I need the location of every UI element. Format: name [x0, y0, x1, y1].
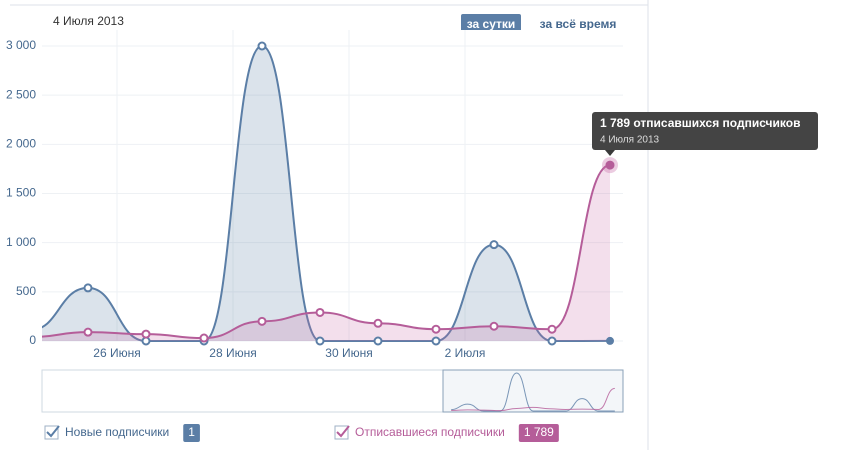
y-tick-label: 500	[16, 284, 36, 298]
y-tick-label: 3 000	[6, 38, 36, 52]
x-tick-label: 26 Июня	[93, 346, 140, 360]
x-tick-label: 28 Июня	[209, 346, 256, 360]
y-tick-label: 2 500	[6, 87, 36, 101]
plot	[42, 30, 623, 346]
legend: Новые подписчики 1 Отписавшиеся подписчики…	[44, 424, 559, 442]
y-tick-label: 1 500	[6, 186, 36, 200]
legend-badge	[518, 424, 559, 442]
y-tick-label: 2 000	[6, 137, 36, 151]
tooltip-date: 4 Июля 2013	[600, 135, 660, 146]
y-tick-label: 0	[29, 333, 36, 347]
x-tick-label: 30 Июня	[325, 346, 372, 360]
tooltip-arrow	[605, 150, 615, 156]
all-time-button[interactable]: за всё время	[540, 17, 617, 31]
navigator-window[interactable]	[442, 369, 624, 413]
point	[547, 324, 557, 334]
point	[83, 327, 93, 337]
point	[605, 160, 615, 170]
point	[489, 321, 499, 331]
day-button-label[interactable]: за сутки	[467, 17, 516, 31]
plot-area	[42, 30, 623, 342]
point	[431, 324, 441, 334]
point	[547, 336, 557, 346]
tooltip-box	[592, 112, 818, 150]
navigator-lines	[451, 372, 615, 412]
legend-badge-value: 1	[188, 425, 195, 439]
point	[373, 336, 383, 346]
point	[315, 307, 325, 317]
point	[257, 316, 267, 326]
tooltip: 1 789 отписавшихся подписчиков 4 Июля 201…	[592, 112, 818, 156]
legend-check	[46, 425, 60, 438]
point	[373, 318, 383, 328]
y-tick-label: 1 000	[6, 235, 36, 249]
legend-checkbox[interactable]	[334, 425, 349, 440]
point	[141, 329, 151, 339]
navigator-line	[451, 387, 615, 412]
legend-badge	[183, 424, 200, 442]
date: 4 Июля 2013	[53, 14, 124, 28]
line	[42, 44, 611, 342]
point	[315, 336, 325, 346]
legend-label: Новые подписчики	[65, 425, 169, 439]
x-tick-label: 2 Июля	[445, 346, 486, 360]
point	[431, 336, 441, 346]
point	[199, 333, 209, 343]
point	[257, 41, 267, 51]
point	[489, 240, 499, 250]
legend-badge-value: 1 789	[524, 425, 554, 439]
point	[83, 283, 93, 293]
legend-check	[336, 425, 350, 438]
tooltip-title: 1 789 отписавшихся подписчиков	[600, 116, 800, 130]
point	[606, 336, 614, 345]
legend-checkbox[interactable]	[44, 425, 59, 440]
area	[42, 46, 610, 341]
legend-label: Отписавшиеся подписчики	[355, 425, 505, 439]
